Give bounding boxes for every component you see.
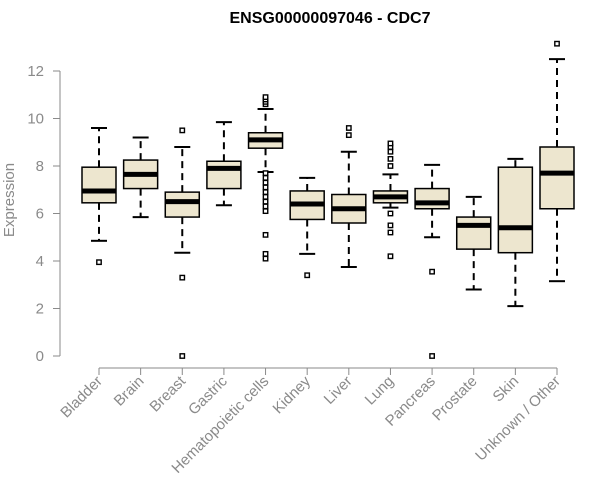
outlier-point (179, 274, 186, 281)
outlier-point (96, 259, 102, 266)
outlier-point (262, 255, 269, 262)
box-kidney (289, 176, 325, 279)
iqr-box (539, 146, 575, 210)
box-skin (497, 157, 534, 308)
y-axis: 0 2 4 6 8 10 12 (27, 63, 61, 365)
outlier-point (387, 210, 394, 217)
x-tick-label: Breast (146, 372, 189, 415)
y-tick-label: 8 (36, 158, 44, 175)
iqr-box (81, 166, 117, 204)
iqr-box (414, 187, 450, 210)
box-bladder (81, 127, 117, 266)
box-prostate (455, 195, 492, 291)
outlier-point (387, 253, 394, 260)
outlier-point (429, 353, 435, 359)
x-tick-label: Kidney (270, 372, 315, 417)
outlier-point (554, 40, 560, 47)
outlier-point (387, 229, 394, 236)
y-axis-label: Expression (1, 163, 18, 237)
outlier-point (262, 231, 269, 238)
outlier-point (387, 148, 394, 155)
x-tick-label: Prostate (429, 373, 481, 425)
outlier-point (387, 140, 394, 147)
box-liver (331, 125, 367, 268)
box-brain (122, 136, 159, 219)
box-pancreas (414, 163, 450, 359)
iqr-box (164, 191, 201, 218)
outlier-point (179, 127, 186, 134)
outlier-point (262, 174, 269, 181)
outlier-point (262, 189, 269, 196)
outlier-point (262, 94, 269, 101)
box-hematopoietic-cells (247, 94, 284, 262)
outlier-point (345, 125, 352, 131)
y-tick-label: 12 (27, 63, 44, 80)
y-tick-label: 4 (36, 253, 44, 270)
outlier-point (387, 222, 394, 229)
outlier-point (262, 170, 269, 177)
outlier-point (387, 163, 394, 169)
box-breast (164, 127, 201, 359)
outlier-point (179, 353, 186, 359)
y-tick-label: 10 (27, 111, 44, 128)
outlier-point (262, 179, 269, 186)
outlier-point (262, 250, 269, 257)
y-tick-label: 6 (36, 206, 44, 223)
x-tick-label: Lung (362, 373, 398, 409)
outlier-point (262, 198, 269, 205)
y-tick-label: 2 (36, 301, 44, 318)
x-tick-label: Bladder (57, 373, 106, 422)
boxes (81, 40, 575, 359)
iqr-box (206, 160, 242, 190)
outlier-point (387, 155, 394, 162)
x-tick-label: Skin (490, 373, 523, 406)
chart-title: ENSG00000097046 - CDC7 (229, 10, 430, 27)
outlier-point (262, 208, 269, 215)
iqr-box (455, 216, 492, 250)
outlier-point (262, 184, 269, 191)
box-gastric (206, 121, 242, 207)
box-lung (372, 140, 409, 260)
box-unknown-other (539, 40, 575, 283)
iqr-box (497, 166, 534, 254)
outlier-point (429, 268, 435, 275)
outlier-point (345, 132, 352, 139)
x-tick-label: Liver (321, 373, 356, 408)
outlier-point (262, 203, 269, 210)
y-tick-label: 0 (36, 348, 44, 365)
outlier-point (262, 193, 269, 200)
x-tick-label: Brain (111, 373, 148, 410)
outlier-point (304, 272, 311, 279)
